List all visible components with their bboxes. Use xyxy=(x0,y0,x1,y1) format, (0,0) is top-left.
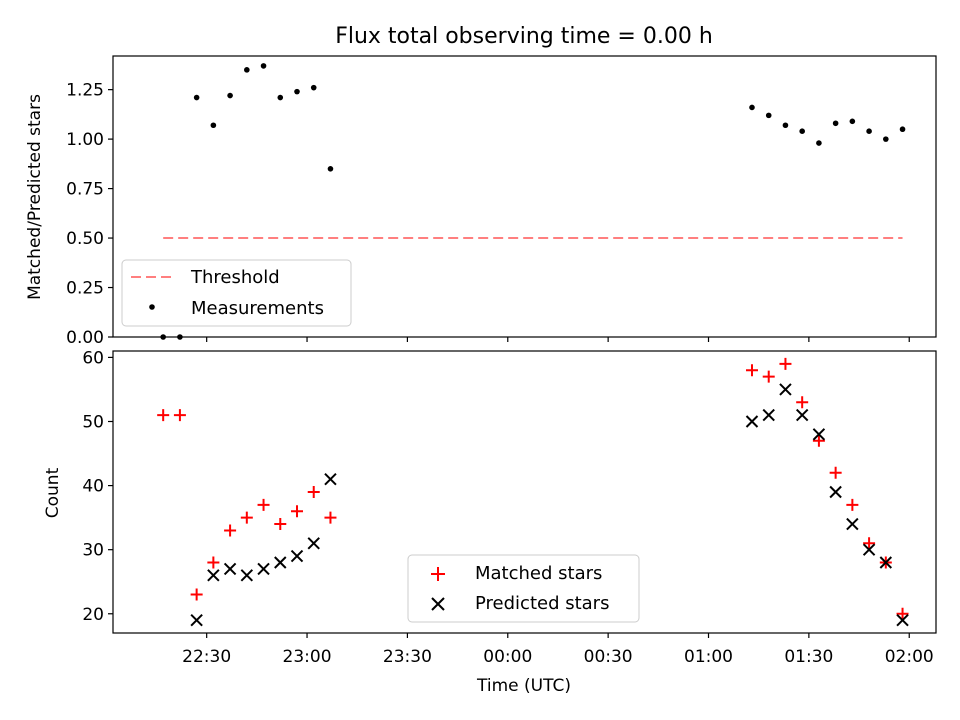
top-ytick-label: 0.50 xyxy=(66,229,104,249)
predicted-star-point xyxy=(257,562,270,576)
matched-star-point xyxy=(896,607,909,620)
top-ytick-label: 1.00 xyxy=(66,130,104,150)
matched-star-point xyxy=(257,498,270,511)
matched-star-point xyxy=(240,511,253,524)
bottom-legend-box xyxy=(407,554,640,623)
bottom-xtick-label: 01:00 xyxy=(684,647,733,667)
matched-star-point xyxy=(307,486,320,498)
legend-measurements-label: Measurements xyxy=(191,298,324,319)
bottom-xtick-label: 01:30 xyxy=(784,647,833,667)
measurement-point xyxy=(227,92,233,99)
bottom-ytick-label: 40 xyxy=(82,477,104,497)
predicted-star-point xyxy=(862,543,876,556)
matched-star-point xyxy=(779,357,792,370)
matched-star-point xyxy=(829,466,842,479)
bottom-ylabel: Count xyxy=(43,467,63,518)
matched-star-point xyxy=(796,396,809,409)
bottom-ytick-label: 60 xyxy=(82,348,104,368)
bottom-panel: Count Time (UTC) 20 30 40 50 60 22:30 23:00 23:… xyxy=(43,348,937,696)
legend-predicted-label: Predicted stars xyxy=(475,593,609,614)
predicted-star-point xyxy=(307,537,320,550)
legend-matched-label: Matched stars xyxy=(475,563,602,584)
measurement-point xyxy=(849,118,856,125)
predicted-star-point xyxy=(223,562,237,576)
bottom-legend: Matched stars Predicted stars xyxy=(407,554,640,623)
predicted-star-point xyxy=(290,549,304,563)
matched-star-point xyxy=(173,409,186,422)
matched-star-point xyxy=(190,588,203,601)
bottom-axes-frame xyxy=(112,350,937,634)
top-axes-frame xyxy=(112,55,937,338)
predicted-star-point xyxy=(779,383,792,396)
bottom-ytick-label: 50 xyxy=(82,413,104,433)
measurement-point xyxy=(294,88,300,95)
bottom-xtick-label: 00:00 xyxy=(483,647,532,667)
top-ytick-label: 0.25 xyxy=(66,279,104,299)
measurement-point xyxy=(244,67,250,73)
predicted-star-point xyxy=(324,472,337,486)
predicted-star-point xyxy=(762,408,775,422)
bottom-xtick-label: 22:30 xyxy=(182,647,231,667)
predicted-star-point xyxy=(879,556,893,569)
predicted-star-point xyxy=(846,517,859,531)
matched-star-point xyxy=(812,434,825,447)
top-ytick-label: 1.25 xyxy=(66,81,104,101)
legend-measurements-swatch xyxy=(149,304,155,310)
matched-star-point xyxy=(274,518,287,531)
matched-star-point xyxy=(291,505,304,518)
matched-star-point xyxy=(224,524,237,537)
top-ylabel: Matched/Predicted stars xyxy=(25,94,45,300)
top-legend-box xyxy=(121,259,352,327)
measurement-point xyxy=(782,122,789,129)
predicted-star-point xyxy=(240,569,254,582)
matched-star-point xyxy=(745,364,758,377)
measurement-point xyxy=(277,94,284,101)
top-plot-area: 0.00 0.25 0.50 0.75 1.00 1.25 xyxy=(66,63,910,348)
top-legend: Threshold Measurements xyxy=(121,259,352,327)
predicted-star-point xyxy=(896,613,909,627)
measurement-point xyxy=(310,84,317,91)
predicted-star-point xyxy=(274,556,287,569)
predicted-star-point xyxy=(795,408,809,422)
measurement-point xyxy=(866,128,872,134)
bottom-xtick-label: 23:30 xyxy=(383,647,432,667)
bottom-ytick-label: 30 xyxy=(82,541,104,561)
predicted-star-point xyxy=(829,485,842,499)
legend-threshold-label: Threshold xyxy=(190,267,280,288)
top-panel: Flux total observing time = 0.00 h Match… xyxy=(25,24,937,348)
measurement-point xyxy=(765,112,772,119)
top-title: Flux total observing time = 0.00 h xyxy=(335,24,713,49)
matched-star-point xyxy=(863,537,876,550)
top-ytick-label: 0.75 xyxy=(66,180,104,200)
measurement-point xyxy=(899,126,906,133)
legend-predicted-swatch xyxy=(431,597,445,611)
predicted-star-point xyxy=(745,415,759,428)
matched-star-point xyxy=(207,556,220,569)
matched-star-point xyxy=(846,498,859,511)
measurement-point xyxy=(210,122,217,129)
measurement-point xyxy=(749,104,755,111)
matched-star-point xyxy=(324,511,337,524)
bottom-xtick-label: 02:00 xyxy=(885,647,934,667)
bottom-xtick-label: 23:00 xyxy=(283,647,332,667)
measurement-point xyxy=(193,94,200,101)
bottom-xlabel: Time (UTC) xyxy=(476,676,571,696)
predicted-star-point xyxy=(812,428,826,441)
bottom-plot-area: 20 30 40 50 60 22:30 23:00 23:30 00:00 00:30 01:00… xyxy=(82,348,933,667)
measurement-point xyxy=(832,120,839,127)
matched-star-point xyxy=(157,409,170,422)
measurement-point xyxy=(816,140,822,146)
measurement-point xyxy=(327,165,334,172)
top-ytick-label: 0.00 xyxy=(66,328,104,348)
legend-matched-swatch xyxy=(431,567,445,581)
predicted-star-point xyxy=(190,613,203,627)
bottom-ytick-label: 20 xyxy=(82,605,104,625)
measurement-point xyxy=(799,128,805,134)
predicted-star-point xyxy=(207,569,220,582)
bottom-xtick-label: 00:30 xyxy=(584,647,633,667)
matched-star-point xyxy=(762,370,775,383)
measurement-point xyxy=(883,136,889,142)
measurement-point xyxy=(260,63,267,69)
